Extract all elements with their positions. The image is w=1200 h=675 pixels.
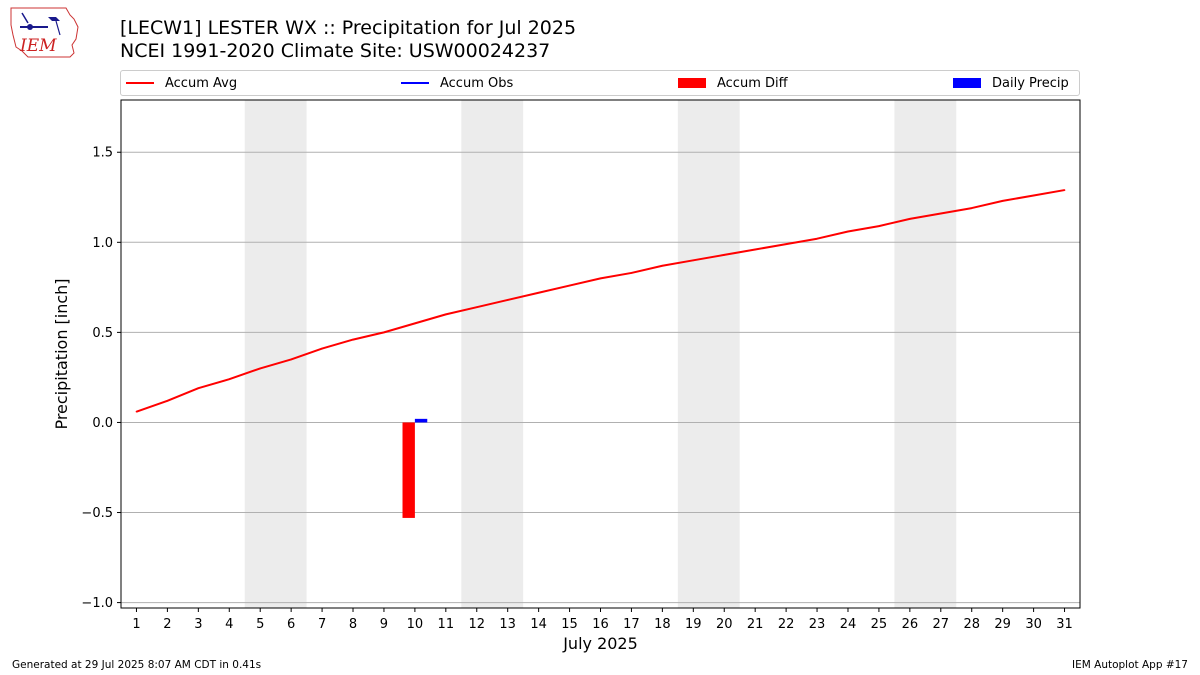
weekend-band-1 (244, 100, 307, 608)
accum-avg-point (321, 347, 323, 350)
x-tick-label: 23 (809, 617, 826, 632)
chart-title: [LECW1] LESTER WX :: Precipitation for J… (120, 17, 577, 39)
accum-avg-point (352, 338, 354, 341)
chart-subtitle: NCEI 1991-2020 Climate Site: USW00024237 (120, 40, 551, 62)
x-tick-label: 2 (163, 617, 171, 632)
x-tick-label: 3 (194, 617, 202, 632)
legend-item-accum-avg: Accum Avg (126, 71, 237, 95)
accum-avg-point (661, 264, 664, 267)
legend-label-accum-obs: Accum Obs (440, 75, 514, 91)
legend-swatch-accum-avg (126, 82, 154, 84)
weekend-band-4 (894, 100, 957, 608)
x-tick-label: 29 (994, 617, 1011, 632)
x-tick-label: 24 (840, 617, 857, 632)
accum-diff-bar (402, 422, 415, 518)
x-tick-label: 28 (963, 617, 980, 632)
accum-avg-point (414, 322, 416, 325)
y-axis-label: Precipitation [inch] (52, 278, 71, 429)
logo-text: IEM (19, 36, 57, 56)
x-tick-label: 27 (933, 617, 950, 632)
accum-avg-point (599, 277, 602, 280)
x-tick-label: 14 (530, 617, 547, 632)
x-tick-label: 9 (380, 617, 388, 632)
legend-label-accum-diff: Accum Diff (717, 75, 788, 91)
accum-avg-point (197, 387, 200, 390)
x-tick-label: 13 (499, 617, 516, 632)
x-tick-label: 8 (349, 617, 357, 632)
x-tick-label: 16 (592, 617, 609, 632)
footer-generated-text: Generated at 29 Jul 2025 8:07 AM CDT in … (12, 659, 262, 671)
legend-item-accum-diff: Accum Diff (678, 71, 788, 95)
legend-swatch-daily-precip (953, 78, 981, 88)
accum-avg-point (847, 230, 849, 233)
x-tick-label: 17 (623, 617, 640, 632)
x-tick-label: 20 (716, 617, 733, 632)
accum-avg-point (537, 291, 540, 294)
x-tick-label: 15 (561, 617, 578, 632)
accum-avg-point (568, 284, 571, 287)
accum-avg-point (754, 248, 756, 251)
x-tick-label: 1 (132, 617, 140, 632)
accum-avg-point (166, 400, 169, 402)
x-tick-label: 6 (287, 617, 295, 632)
legend-label-accum-avg: Accum Avg (165, 75, 238, 91)
daily-precip-bar (414, 418, 428, 423)
accum-avg-point (259, 367, 262, 370)
legend: Accum Avg Accum Obs Accum Diff Daily Pre… (120, 70, 1080, 96)
accum-avg-point (970, 207, 973, 209)
iem-logo: IEM (10, 7, 79, 58)
x-tick-label: 30 (1025, 617, 1042, 632)
footer-app-text: IEM Autoplot App #17 (1072, 659, 1188, 671)
accum-avg-point (723, 254, 726, 256)
accum-avg-point (816, 237, 818, 240)
plot-frame (120, 99, 1081, 609)
accum-avg-point (475, 306, 478, 308)
accum-avg-point (135, 410, 138, 413)
accum-avg-point (383, 331, 385, 334)
accum-avg-point (445, 313, 447, 316)
y-tick-label: 1.0 (92, 236, 113, 251)
accum-avg-point (1001, 200, 1004, 202)
x-tick-label: 22 (778, 617, 795, 632)
x-axis-label: July 2025 (562, 634, 638, 653)
legend-label-daily-precip: Daily Precip (992, 75, 1069, 91)
weekend-band-2 (461, 100, 524, 608)
x-tick-label: 21 (747, 617, 764, 632)
legend-item-daily-precip: Daily Precip (953, 71, 1069, 95)
accum-avg-point (909, 218, 911, 220)
x-tick-label: 25 (871, 617, 888, 632)
accum-avg-point (1032, 194, 1035, 197)
y-tick-label: −0.5 (81, 506, 113, 521)
accum-avg-point (506, 299, 509, 301)
x-tick-label: 7 (318, 617, 326, 632)
accum-avg-point (290, 358, 292, 361)
accum-avg-point (939, 212, 942, 215)
accum-avg-point (1063, 189, 1066, 191)
x-tick-label: 19 (685, 617, 702, 632)
y-tick-label: 0.0 (92, 416, 113, 431)
x-tick-label: 31 (1056, 617, 1073, 632)
legend-swatch-accum-obs (401, 82, 429, 84)
x-tick-label: 26 (902, 617, 919, 632)
x-tick-label: 10 (407, 617, 424, 632)
x-tick-label: 18 (654, 617, 671, 632)
legend-swatch-accum-diff (678, 78, 706, 88)
x-tick-label: 4 (225, 617, 233, 632)
x-tick-label: 12 (468, 617, 485, 632)
y-tick-label: −1.0 (81, 596, 113, 611)
x-tick-label: 5 (256, 617, 264, 632)
accum-avg-point (785, 243, 787, 245)
accum-avg-point (878, 225, 880, 227)
accum-avg-point (630, 272, 633, 274)
x-tick-label: 11 (438, 617, 455, 632)
accum-avg-point (228, 378, 231, 381)
y-tick-label: 0.5 (92, 326, 113, 341)
accum-avg-point (692, 259, 695, 262)
legend-item-accum-obs: Accum Obs (401, 71, 513, 95)
y-tick-label: 1.5 (92, 146, 113, 161)
weekend-band-3 (677, 100, 740, 608)
